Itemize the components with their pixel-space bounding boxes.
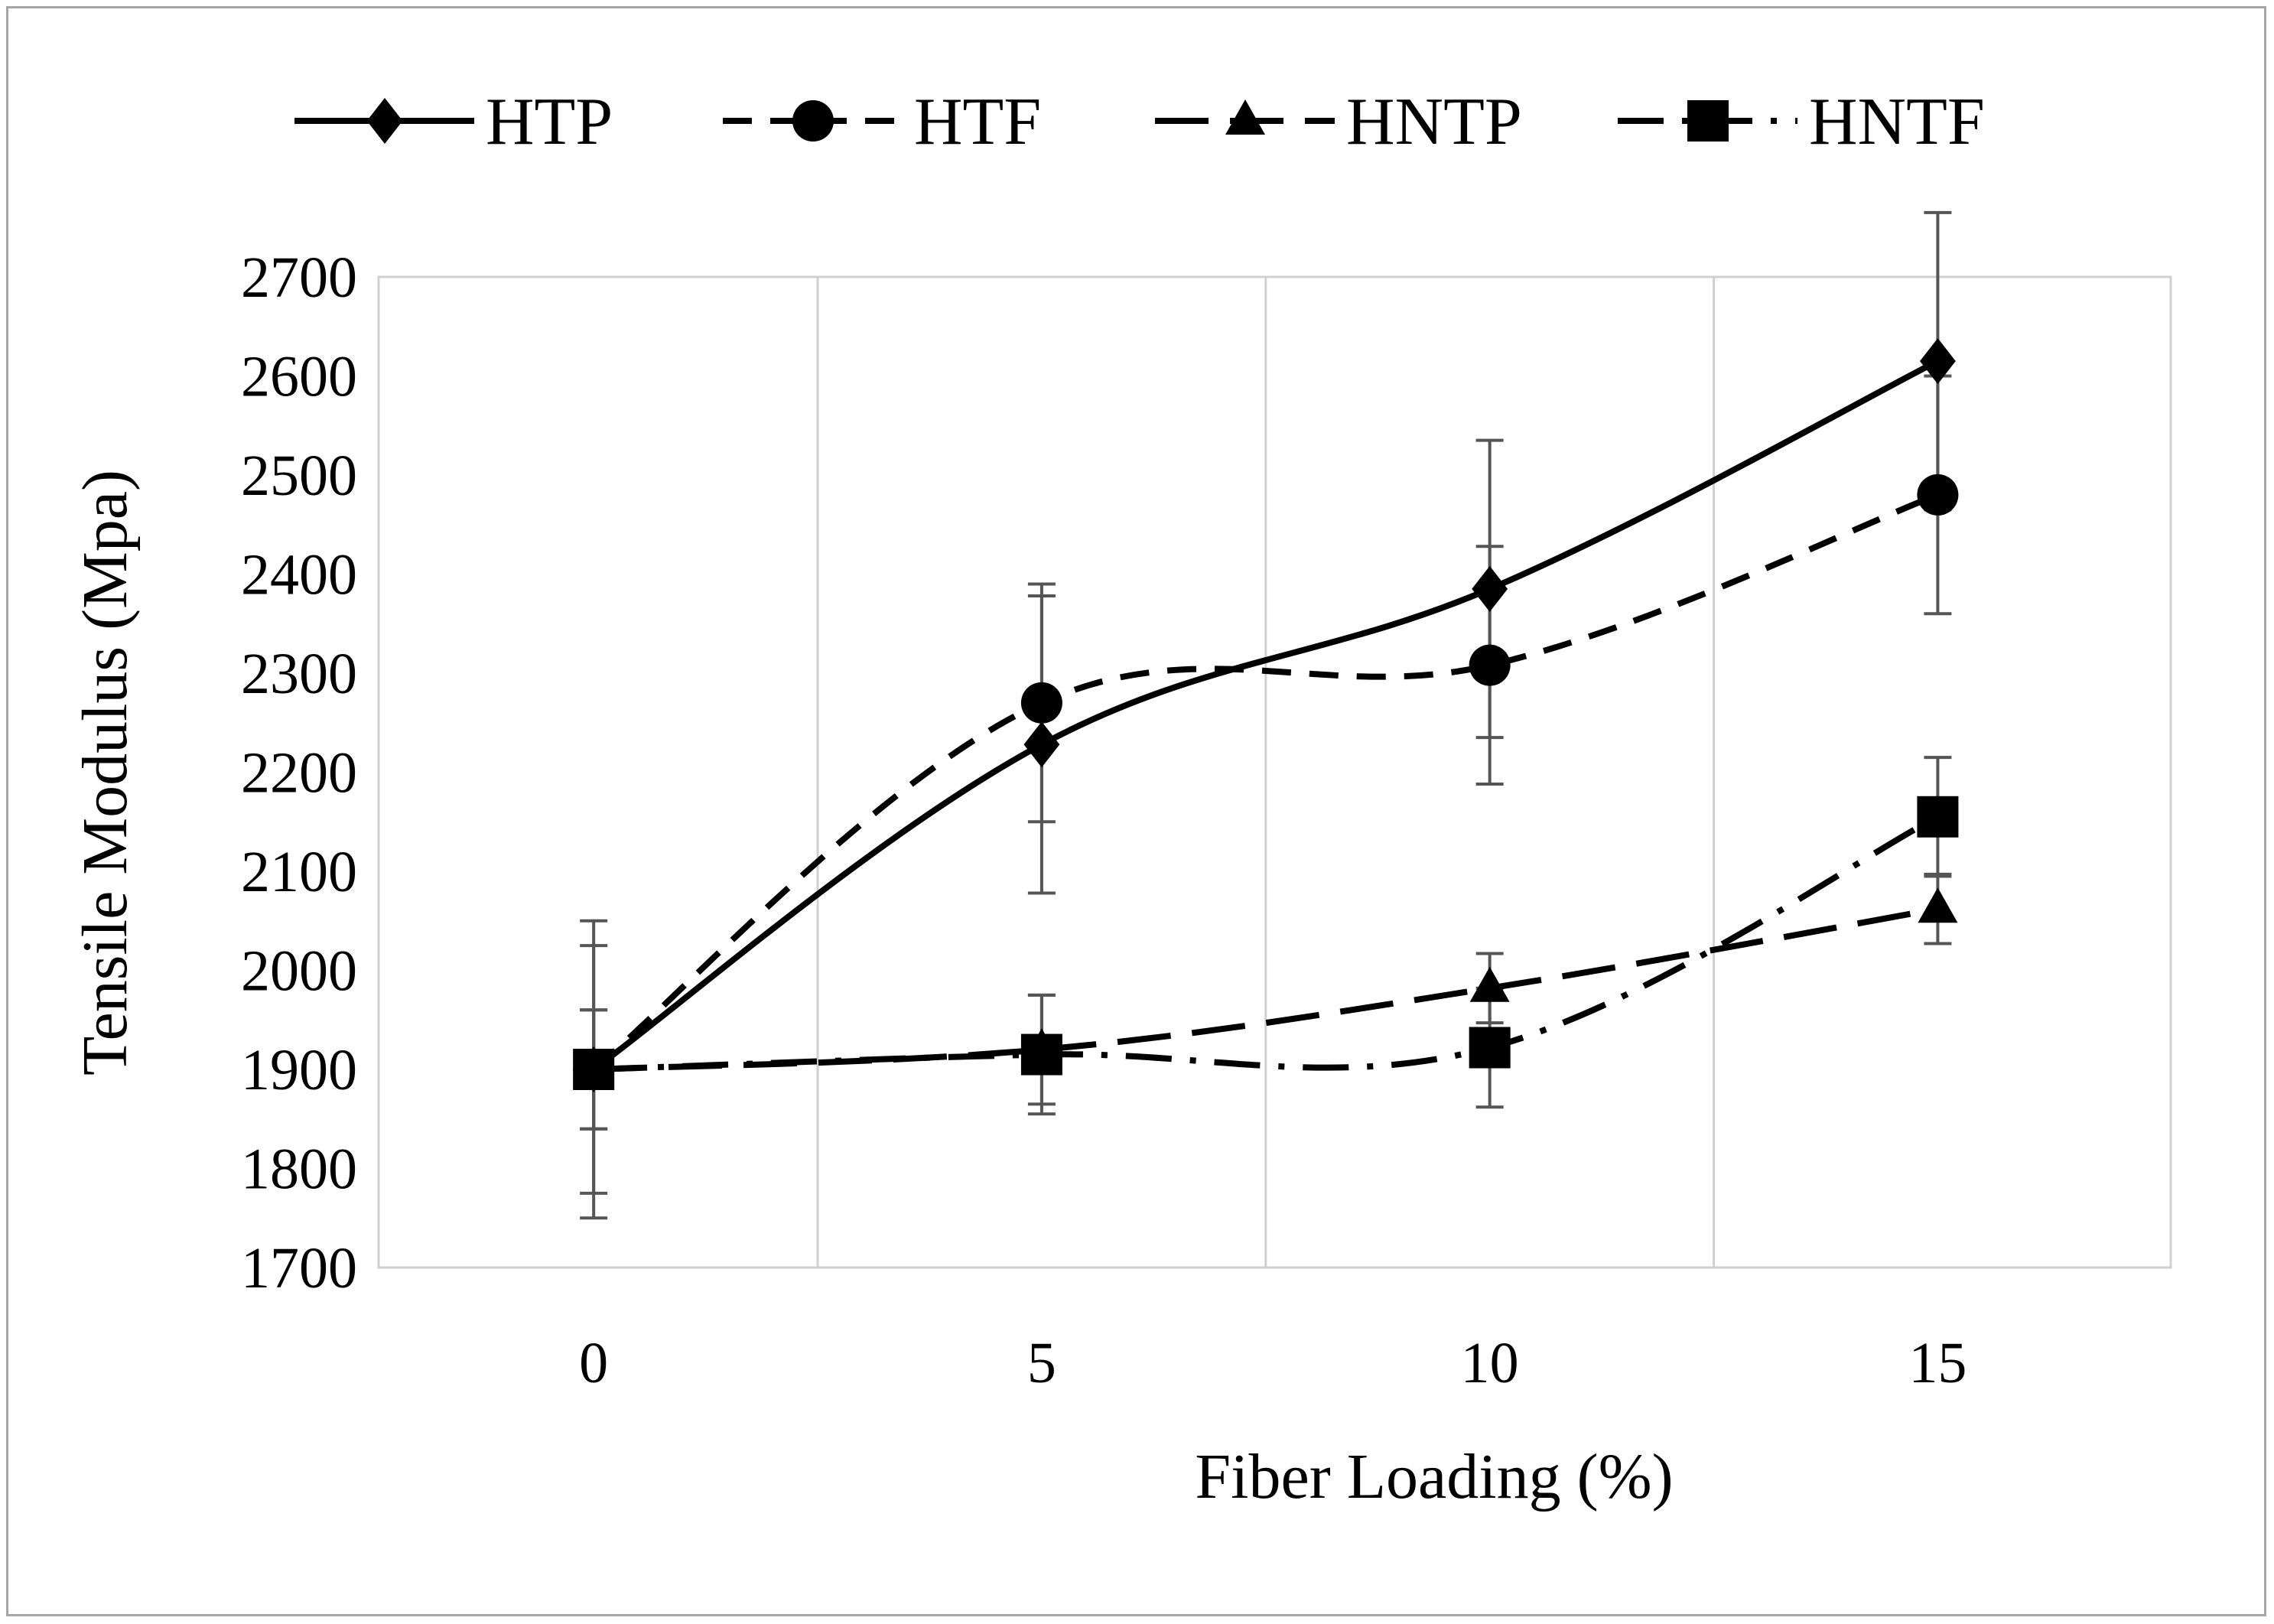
y-tick-label: 2500 — [241, 444, 357, 508]
y-tick-label: 2200 — [241, 741, 357, 805]
y-tick-label: 2700 — [241, 246, 357, 310]
marker-htf — [1020, 682, 1062, 724]
x-tick-label: 5 — [1027, 1331, 1056, 1395]
marker-hntp — [1469, 966, 1510, 1002]
gridlines — [816, 277, 1716, 1268]
marker-htp — [1023, 721, 1060, 768]
x-axis-title: Fiber Loading (%) — [1195, 1441, 1673, 1512]
x-tick-label: 10 — [1461, 1331, 1519, 1395]
legend-marker-hntf — [1687, 100, 1729, 142]
series-line-hntf — [594, 814, 1940, 1072]
legend-label-htp: HTP — [486, 85, 613, 159]
legend-label-htf: HTF — [914, 85, 1041, 159]
marker-hntf — [1020, 1033, 1062, 1076]
chart-frame — [6, 6, 2266, 1616]
plot-border — [377, 275, 2172, 1269]
y-tick-label: 1900 — [241, 1038, 357, 1102]
legend-marker-htf — [792, 100, 834, 142]
series-lines — [591, 358, 1940, 1072]
marker-htf — [1917, 474, 1959, 516]
legend-marker-htp — [366, 98, 403, 144]
x-tick-label: 0 — [579, 1331, 608, 1395]
marker-hntf — [573, 1049, 615, 1090]
y-tick-label: 2600 — [241, 345, 357, 409]
legend-label-hntp: HNTP — [1346, 85, 1522, 159]
marker-hntf — [1917, 796, 1959, 838]
series-line-htf — [591, 492, 1939, 1072]
legend: HTP HTF HNTP HNTF — [294, 85, 1985, 159]
y-axis-title: Tensile Modulus (Mpa) — [70, 470, 141, 1076]
y-tick-label: 2000 — [241, 939, 357, 1004]
y-tick-label: 1700 — [241, 1236, 357, 1300]
y-tick-label: 1800 — [241, 1137, 357, 1202]
legend-marker-hntp — [1225, 99, 1265, 135]
marker-htf — [1469, 644, 1511, 686]
marker-htp — [1920, 338, 1956, 385]
marker-hntf — [1469, 1027, 1511, 1069]
data-markers — [573, 338, 1959, 1092]
marker-hntp — [1918, 887, 1958, 923]
x-tick-label: 15 — [1908, 1331, 1967, 1395]
series-line-htp — [591, 358, 1940, 1072]
marker-htp — [1472, 565, 1508, 612]
legend-label-hntf: HNTF — [1809, 85, 1985, 159]
plot-area — [377, 275, 2172, 1269]
x-axis-ticks: 0 5 10 15 — [579, 1331, 1967, 1395]
y-tick-label: 2400 — [241, 543, 357, 607]
y-tick-label: 2100 — [241, 840, 357, 904]
y-tick-label: 2300 — [241, 642, 357, 706]
y-axis-ticks: 1700 1800 1900 2000 2100 2200 2300 2400 2500 2600… — [241, 246, 357, 1300]
